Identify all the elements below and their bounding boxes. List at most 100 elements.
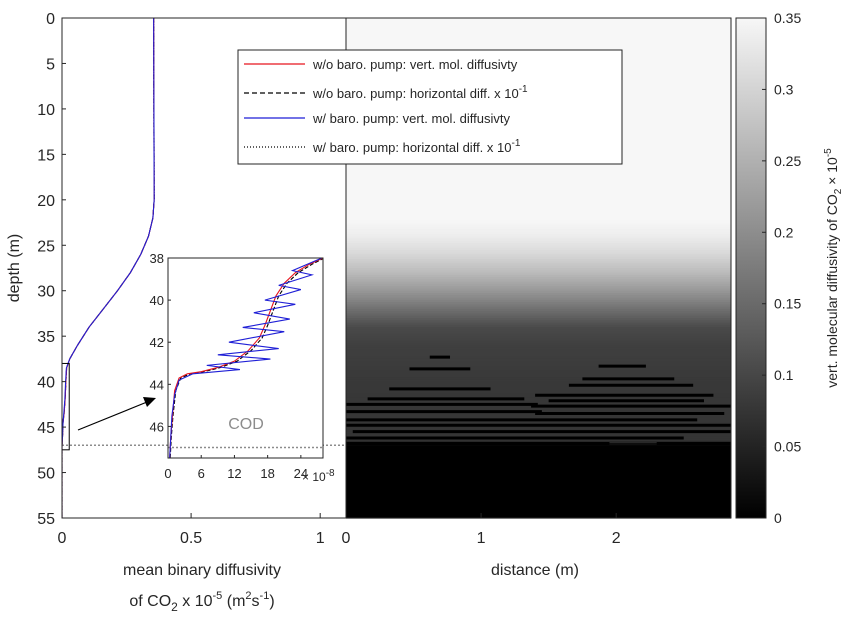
heatmap-cell [346,406,731,410]
heatmap-cell [346,315,731,319]
heatmap-cell [346,170,731,174]
heatmap-cell [346,493,731,496]
inset-x-ticks: 0 6 12 18 24 [164,455,308,481]
heatmap-cell [346,274,731,278]
profile-x-tick-label: 0 [58,530,67,547]
profile-y-tick-label: 30 [37,284,55,301]
heatmap-cell [346,224,731,228]
heatmap-cell [346,229,731,233]
profile-y-tick-label: 25 [37,238,55,255]
inset-y-ticks: 38 40 42 44 46 [150,251,171,434]
heatmap-cell [346,181,731,185]
inset-y-tick-label: 38 [150,251,164,266]
heatmap-cell [346,220,731,224]
heatmap-x-tick-label: 1 [477,530,486,547]
heatmap-cell [346,40,731,44]
heatmap-cell [346,306,731,310]
heatmap-cell [346,379,731,383]
heatmap-cell [346,256,731,260]
inset-y-tick-label: 46 [150,419,164,434]
heatmap-cell [346,206,731,210]
heatmap-cell [346,402,731,405]
profile-x-tick-label: 0.5 [180,530,202,547]
heatmap-cell [346,358,731,362]
legend-item: w/ baro. pump: vert. mol. diffusivty [244,111,510,126]
heatmap-cell [346,165,731,169]
profile-y-tick-label: 35 [37,329,55,346]
heatmap-cell [346,199,731,203]
heatmap-cell [346,320,731,324]
heatmap-cell [346,277,731,280]
heatmap-cell [346,31,731,35]
profile-y-ticks: 0 5 10 15 20 25 30 35 40 45 50 55 [37,11,66,528]
heatmap-cell [346,458,731,462]
heatmap-cell [346,329,731,333]
heatmap-cell [346,288,731,292]
profile-series [62,18,155,518]
heatmap-cell [346,211,731,215]
heatmap-cell [346,208,731,212]
heatmap-cell [346,363,731,367]
inset-x-tick-label: 12 [227,466,241,481]
legend-item: w/o baro. pump: horizontal diff. x 10-1 [244,84,528,101]
heatmap-cell [346,193,731,196]
heatmap-cell [346,495,731,499]
heatmap-x-tick-label: 0 [342,530,351,547]
legend-item: w/ baro. pump: horizontal diff. x 10-1 [244,138,521,155]
heatmap-cell [346,261,731,265]
profile-frame [61,17,347,519]
heatmap-cell [346,368,731,371]
heatmap-cell [346,286,731,290]
heatmap-cell [346,233,731,237]
heatmap-cell [346,490,731,494]
profile-y-axis-label: depth (m) [6,234,23,302]
heatmap-cell [346,18,731,21]
profile-y-tick-label: 20 [37,193,55,210]
heatmap-cell [346,272,731,276]
heatmap-cell [346,322,731,326]
zoom-arrow [77,397,156,431]
heatmap-cell [346,311,731,315]
inset-x-tick-label: 0 [164,466,171,481]
heatmap-cell [346,452,731,455]
colorbar-tick-label: 0.1 [774,367,794,383]
heatmap-cell [346,468,731,471]
colorbar-gradient [736,18,766,518]
colorbar-tick-label: 0.15 [774,296,801,312]
heatmap-cell [346,479,731,483]
heatmap-cell [346,481,731,485]
heatmap-cell [346,347,731,351]
heatmap-cell [346,447,731,451]
heatmap-cell [346,197,731,201]
heatmap-cell [346,345,731,349]
heatmap-cell [346,497,731,501]
heatmap-cell [346,454,731,458]
heatmap-cell [346,190,731,194]
heatmap-cell [346,506,731,510]
heatmap-cell [346,374,731,378]
heatmap-cell [346,281,731,285]
heatmap-cell [346,263,731,267]
heatmap-cell [346,511,731,515]
heatmap-cell [346,313,731,317]
heatmap-cell [346,324,731,328]
heatmap-cell [346,188,731,192]
inset-x-tick-label: 6 [198,466,205,481]
heatmap-cell [346,420,731,424]
heatmap-cell [346,213,731,217]
heatmap-cell [346,343,731,346]
heatmap-cell [346,302,731,305]
heatmap-cell [346,327,731,330]
legend-item: w/o baro. pump: vert. mol. diffusivty [244,57,518,72]
heatmap-cell [346,488,731,492]
heatmap-cell [346,349,731,353]
heatmap-cell [346,415,731,419]
heatmap-cell [346,183,731,187]
heatmap-cell [346,433,731,437]
heatmap-x-tick-label: 2 [612,530,621,547]
heatmap-cell [346,45,731,49]
heatmap-cell [346,36,731,40]
profile-y-tick-label: 15 [37,147,55,164]
profile-y-tick-label: 45 [37,420,55,437]
heatmap-cell [346,354,731,358]
